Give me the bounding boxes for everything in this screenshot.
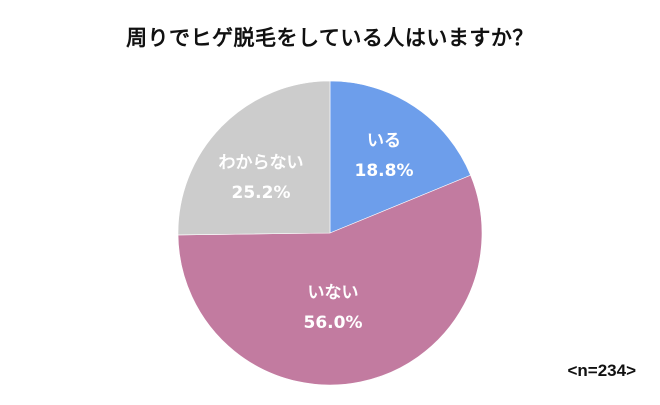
slice-value: 56.0% [303, 313, 363, 333]
sample-size-note: <n=234> [567, 361, 636, 380]
pie-slice [177, 80, 331, 236]
slice-value: 18.8% [354, 161, 414, 181]
slice-label-iru: いる 18.8% [314, 126, 454, 186]
slice-name: いる [367, 131, 401, 151]
slice-label-wakaranai: わからない 25.2% [191, 148, 331, 208]
pie-slice [177, 174, 483, 386]
pie-slice [329, 80, 472, 234]
chart-title: 周りでヒゲ脱毛をしている人はいますか？ [126, 26, 534, 50]
slice-name: わからない [218, 153, 304, 173]
slice-value: 25.2% [231, 183, 291, 203]
slice-name: いない [307, 283, 359, 303]
slice-label-inai: いない 56.0% [263, 278, 403, 338]
